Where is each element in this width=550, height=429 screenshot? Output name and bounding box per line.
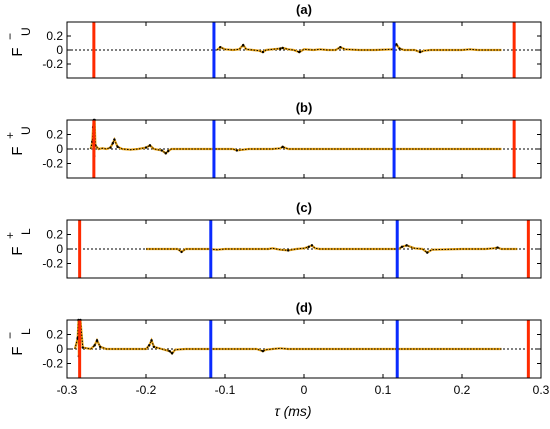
y-axis-label-sup: − [3, 332, 17, 339]
y-tick-label: -0.2 [42, 357, 63, 371]
chart-panel-2: (b) 0.20-0.2 F U+ [3, 100, 542, 179]
panel-title: (d) [296, 300, 313, 315]
data-point [116, 145, 119, 149]
data-point [398, 47, 401, 50]
data-point [307, 245, 310, 249]
y-axis-label-sub: L [19, 328, 33, 335]
panel-title: (c) [296, 200, 312, 215]
data-point [405, 244, 408, 247]
data-point [310, 244, 314, 247]
panel-title: (a) [296, 2, 312, 17]
x-tick-label: 0 [301, 383, 308, 397]
data-point [279, 47, 282, 50]
data-point [148, 144, 152, 147]
x-tick-label: -0.3 [57, 383, 78, 397]
y-axis-label: F [9, 246, 26, 255]
chart-panel-4: (d)0.20-0.2-0.3 -0.2 -0.1 0 0.1 0.2 0.3FL− [3, 300, 550, 397]
data-point [496, 246, 499, 249]
data-point [111, 142, 115, 145]
data-point [339, 46, 342, 49]
data-point [95, 339, 99, 342]
x-axis-label: τ (ms) [274, 403, 311, 419]
y-tick-label: -0.2 [42, 57, 63, 71]
y-axis-label-base: F [9, 246, 26, 255]
data-point [166, 149, 170, 153]
data-point [168, 349, 171, 353]
x-tick-label: 0.2 [454, 383, 471, 397]
data-point [261, 349, 265, 353]
y-tick-label: 0 [56, 43, 63, 57]
x-tick-label: 0.1 [375, 383, 392, 397]
y-tick-label: 0.2 [46, 328, 63, 342]
data-point [150, 339, 153, 342]
y-axis-label-sup: + [3, 232, 17, 239]
data-point [98, 345, 102, 349]
data-point [160, 149, 163, 152]
y-tick-label: -0.2 [42, 157, 63, 171]
data-point [93, 344, 96, 347]
data-point [164, 152, 167, 155]
data-point [395, 43, 398, 46]
data-point [400, 245, 404, 249]
y-axis-label-base: F [9, 47, 26, 56]
chart-panel-1: (a) 0.20-0.2 F U− [3, 2, 542, 79]
panel-title: (b) [296, 100, 313, 115]
y-tick-label: 0.2 [46, 228, 63, 242]
data-point [170, 352, 174, 355]
data-point [281, 145, 284, 149]
y-axis-label-base: F [9, 346, 26, 355]
data-point [426, 251, 429, 254]
y-axis-label: F [9, 346, 26, 355]
y-tick-label: 0 [56, 142, 63, 156]
x-tick-label: -0.2 [136, 383, 157, 397]
data-point [113, 138, 116, 141]
data-point [152, 345, 156, 349]
x-tick-label: 0.3 [533, 383, 550, 397]
y-tick-label: 0 [56, 242, 63, 256]
data-point [144, 146, 148, 149]
x-tick-label: -0.1 [215, 383, 236, 397]
data-point [147, 344, 151, 347]
y-tick-label: 0.2 [46, 29, 63, 43]
data-point [219, 46, 222, 49]
y-axis-label: F [9, 47, 26, 56]
data-point [298, 50, 301, 54]
data-point [281, 46, 284, 50]
y-tick-label: 0 [56, 342, 63, 356]
data-point [287, 249, 290, 252]
signal-line [90, 119, 502, 157]
signal-line [74, 319, 502, 357]
y-axis-label-sup: − [3, 33, 17, 40]
data-point [235, 149, 239, 152]
data-point [418, 50, 422, 54]
y-tick-label: 0.2 [46, 128, 63, 142]
y-tick-label: -0.2 [42, 257, 63, 271]
signal-line-bg [73, 319, 502, 357]
data-point [109, 146, 112, 149]
data-point [180, 250, 183, 254]
y-axis-label-sub: U [19, 27, 33, 36]
data-point [81, 346, 85, 349]
data-point [241, 43, 245, 47]
y-axis-label-sub: U [19, 126, 33, 135]
y-axis-label-base: F [9, 146, 26, 155]
y-axis-label: F [9, 146, 26, 155]
y-axis-label-sub: L [19, 228, 33, 235]
y-axis-label-sup: + [3, 132, 17, 139]
signal-line-bg [89, 119, 502, 157]
chart-panel-3: (c) 0.20-0.2 F L+ [3, 200, 542, 279]
data-point [261, 50, 265, 54]
